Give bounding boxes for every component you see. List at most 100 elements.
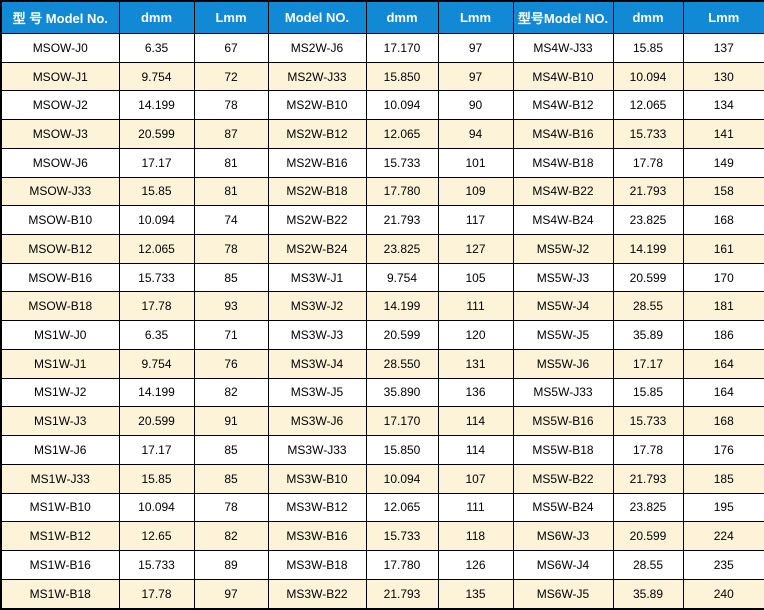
model-cell: MS5W-J33: [512, 377, 614, 408]
model-cell: MS2W-B22: [267, 205, 367, 236]
dmm-cell: 15.733: [365, 521, 439, 551]
table-row: MSOW-B16 15.733 85 MS3W-J1 9.754 105 MS5W-J3 20…: [0, 262, 764, 293]
dmm-cell: 20.599: [612, 262, 684, 293]
dmm-header-3: dmm: [612, 0, 684, 34]
dmm-cell: 35.890: [365, 377, 439, 408]
lmm-cell: 78: [193, 234, 269, 264]
dmm-cell: 10.094: [612, 61, 684, 92]
lmm-cell: 78: [193, 90, 269, 121]
dmm-cell: 15.733: [365, 147, 439, 178]
dmm-cell: 12.065: [365, 492, 439, 523]
lmm-cell: 101: [437, 147, 514, 178]
model-cell: MS2W-J6: [267, 33, 367, 63]
dmm-cell: 23.825: [612, 205, 684, 236]
lmm-cell: 240: [682, 578, 764, 610]
model-cell: MS6W-J3: [512, 521, 614, 551]
lmm-cell: 127: [437, 234, 514, 264]
lmm-cell: 136: [437, 377, 514, 408]
table-row: MSOW-J1 9.754 72 MS2W-J33 15.850 97 MS4W-B10 10…: [0, 61, 764, 92]
table-row: MS1W-J33 15.85 85 MS3W-B10 10.094 107 MS5W-B22…: [0, 463, 764, 494]
dmm-cell: 15.733: [118, 549, 195, 580]
lmm-cell: 81: [193, 147, 269, 178]
dmm-cell: 9.754: [118, 348, 195, 379]
lmm-cell: 158: [682, 176, 764, 207]
lmm-cell: 81: [193, 176, 269, 207]
lmm-cell: 76: [193, 348, 269, 379]
dmm-cell: 28.55: [612, 291, 684, 322]
model-cell: MS3W-J6: [267, 406, 367, 437]
model-cell: MS2W-B16: [267, 147, 367, 178]
dmm-cell: 14.199: [118, 90, 195, 121]
dmm-cell: 14.199: [118, 377, 195, 408]
dmm-cell: 21.793: [612, 463, 684, 494]
model-cell: MSOW-B12: [0, 234, 120, 264]
model-cell: MS1W-B10: [0, 492, 120, 523]
lmm-cell: 120: [437, 320, 514, 350]
lmm-cell: 74: [193, 205, 269, 236]
table-row: MSOW-B12 12.065 78 MS2W-B24 23.825 127 MS5W-J2…: [0, 234, 764, 264]
model-cell: MS3W-J33: [267, 435, 367, 465]
model-cell: MS1W-J0: [0, 320, 120, 350]
dmm-cell: 17.78: [118, 291, 195, 322]
table-header-row: 型 号 Model No. dmm Lmm Model NO. dmm Lmm …: [0, 0, 764, 34]
lmm-cell: 107: [437, 463, 514, 494]
dmm-cell: 20.599: [365, 320, 439, 350]
lmm-cell: 168: [682, 205, 764, 236]
lmm-cell: 93: [193, 291, 269, 322]
table-row: MSOW-J0 6.35 67 MS2W-J6 17.170 97 MS4W-J33 15.8…: [0, 33, 764, 63]
dmm-cell: 20.599: [118, 406, 195, 437]
lmm-cell: 131: [437, 348, 514, 379]
dmm-cell: 17.17: [612, 348, 684, 379]
dmm-cell: 15.850: [365, 61, 439, 92]
dmm-cell: 35.89: [612, 578, 684, 610]
dmm-cell: 12.65: [118, 521, 195, 551]
model-cell: MSOW-B10: [0, 205, 120, 236]
dmm-cell: 17.78: [612, 435, 684, 465]
lmm-cell: 161: [682, 234, 764, 264]
lmm-header-1: Lmm: [193, 0, 269, 34]
dmm-header-2: dmm: [365, 0, 439, 34]
model-cell: MS2W-B24: [267, 234, 367, 264]
lmm-cell: 195: [682, 492, 764, 523]
lmm-cell: 224: [682, 521, 764, 551]
dmm-cell: 17.78: [612, 147, 684, 178]
model-cell: MS4W-B12: [512, 90, 614, 121]
lmm-cell: 164: [682, 377, 764, 408]
dmm-cell: 9.754: [365, 262, 439, 293]
table-row: MSOW-J2 14.199 78 MS2W-B10 10.094 90 MS4W-B12 1…: [0, 90, 764, 121]
table-row: MSOW-J3 20.599 87 MS2W-B12 12.065 94 MS4W-B16 1…: [0, 119, 764, 149]
lmm-cell: 181: [682, 291, 764, 322]
table-row: MSOW-B10 10.094 74 MS2W-B22 21.793 117 MS4W-B2…: [0, 205, 764, 236]
lmm-cell: 91: [193, 406, 269, 437]
lmm-cell: 118: [437, 521, 514, 551]
dmm-cell: 12.065: [118, 234, 195, 264]
model-cell: MS3W-B12: [267, 492, 367, 523]
model-cell: MS5W-B22: [512, 463, 614, 494]
model-cell: MS3W-J4: [267, 348, 367, 379]
lmm-cell: 82: [193, 521, 269, 551]
lmm-cell: 111: [437, 291, 514, 322]
dmm-cell: 9.754: [118, 61, 195, 92]
dmm-cell: 15.85: [612, 377, 684, 408]
lmm-cell: 170: [682, 262, 764, 293]
model-cell: MS5W-B18: [512, 435, 614, 465]
dmm-cell: 20.599: [118, 119, 195, 149]
dmm-cell: 17.170: [365, 33, 439, 63]
model-cell: MS3W-B16: [267, 521, 367, 551]
dmm-cell: 15.850: [365, 435, 439, 465]
model-no-header-1: 型 号 Model No.: [0, 0, 120, 34]
lmm-cell: 94: [437, 119, 514, 149]
table-row: MSOW-B18 17.78 93 MS3W-J2 14.199 111 MS5W-J4 28…: [0, 291, 764, 322]
dmm-header-1: dmm: [118, 0, 195, 34]
model-cell: MS5W-J2: [512, 234, 614, 264]
dmm-cell: 17.780: [365, 176, 439, 207]
model-cell: MS1W-B18: [0, 578, 120, 610]
dmm-cell: 12.065: [612, 90, 684, 121]
table-body: MSOW-J0 6.35 67 MS2W-J6 17.170 97 MS4W-J33 15.8…: [0, 33, 764, 610]
dmm-cell: 10.094: [118, 492, 195, 523]
lmm-cell: 85: [193, 463, 269, 494]
dmm-cell: 15.85: [118, 463, 195, 494]
table-row: MS1W-J6 17.17 85 MS3W-J33 15.850 114 MS5W-B18 1…: [0, 435, 764, 465]
dmm-cell: 6.35: [118, 320, 195, 350]
table-row: MSOW-J6 17.17 81 MS2W-B16 15.733 101 MS4W-B18 1…: [0, 147, 764, 178]
